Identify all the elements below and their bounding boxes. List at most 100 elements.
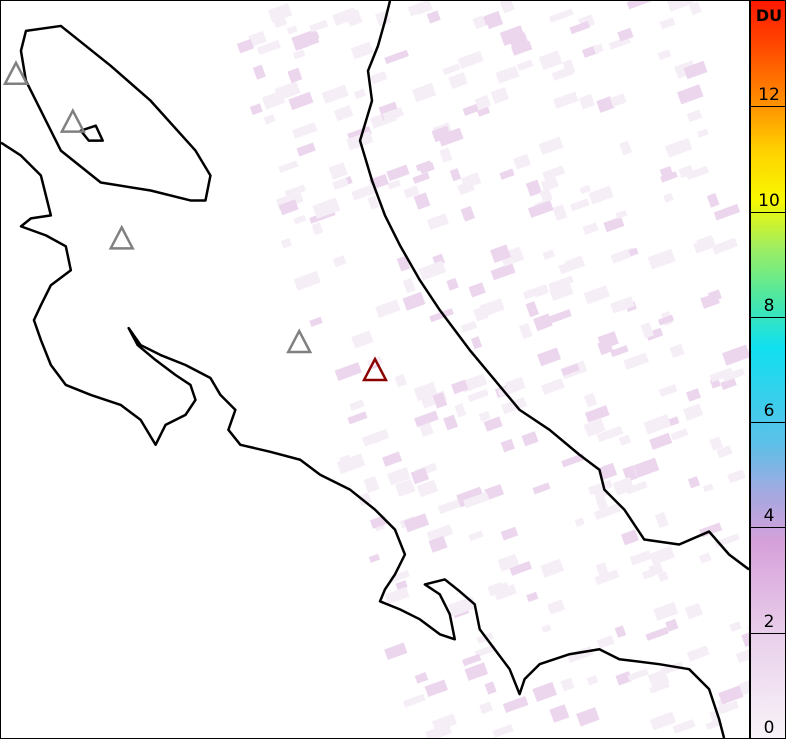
so2-pixel xyxy=(564,255,585,270)
so2-pixel xyxy=(562,59,576,75)
so2-pixel xyxy=(626,1,651,10)
so2-pixel xyxy=(389,570,410,583)
so2-pixel xyxy=(586,675,599,686)
so2-pixel xyxy=(612,476,635,496)
so2-pixel xyxy=(569,198,590,212)
so2-pixel xyxy=(414,1,433,16)
colorbar-unit: DU xyxy=(755,6,783,25)
so2-pixel xyxy=(386,466,411,486)
so2-pixel xyxy=(499,25,526,46)
so2-pixel xyxy=(657,49,672,61)
so2-pixel xyxy=(332,255,347,268)
so2-pixel xyxy=(384,49,409,65)
so2-pixel xyxy=(347,411,368,425)
so2-pixel xyxy=(292,122,318,139)
so2-pixel xyxy=(456,486,485,508)
so2-pixel xyxy=(419,162,435,174)
so2-pixel xyxy=(741,630,749,648)
so2-pixel xyxy=(729,621,742,632)
so2-pixel xyxy=(448,72,468,90)
so2-pixel xyxy=(460,172,482,190)
so2-pixel xyxy=(402,277,416,294)
so2-pixel xyxy=(676,84,704,105)
so2-pixel xyxy=(424,679,448,698)
so2-pixel xyxy=(687,476,701,489)
so2-pixel xyxy=(569,21,591,35)
so2-pixel xyxy=(463,491,490,509)
so2-pixel xyxy=(583,285,611,305)
colorbar-tick-label: 10 xyxy=(758,190,780,211)
so2-pixel xyxy=(518,322,533,340)
so2-pixel xyxy=(532,284,549,298)
so2-pixel xyxy=(526,591,539,603)
so2-pixel xyxy=(402,291,426,311)
so2-pixel xyxy=(353,88,366,100)
so2-pixel xyxy=(685,388,702,402)
so2-pixel xyxy=(472,15,487,30)
so2-pixel xyxy=(542,249,556,260)
so2-pixel xyxy=(618,434,632,446)
so2-pixel xyxy=(615,671,633,686)
so2-pixel xyxy=(483,416,503,432)
so2-pixel xyxy=(617,27,634,42)
so2-pixel xyxy=(292,49,306,60)
colorbar-tick xyxy=(751,316,786,318)
so2-pixel xyxy=(478,410,491,422)
map-panel xyxy=(0,0,750,739)
so2-pixel xyxy=(711,237,739,255)
so2-pixel xyxy=(735,648,749,664)
so2-pixel xyxy=(516,59,534,72)
so2-pixel xyxy=(561,453,586,468)
so2-pixel xyxy=(386,164,410,182)
so2-pixel xyxy=(278,160,299,173)
so2-pixel xyxy=(416,479,439,498)
so2-pixel xyxy=(492,724,514,738)
so2-pixel xyxy=(653,601,679,621)
so2-pixel xyxy=(490,87,510,105)
so2-pixel xyxy=(592,43,604,54)
volcano-marker xyxy=(286,328,313,354)
so2-pixel xyxy=(429,308,454,323)
so2-pixel xyxy=(579,184,591,195)
so2-pixel xyxy=(414,410,439,428)
so2-pixel xyxy=(426,524,454,543)
so2-pixel xyxy=(443,414,459,431)
so2-pixel xyxy=(645,626,669,641)
so2-pixel xyxy=(629,550,652,566)
so2-pixel xyxy=(649,432,673,450)
so2-pixel xyxy=(598,462,618,480)
colorbar-tick xyxy=(751,106,786,108)
so2-pixel xyxy=(541,624,552,634)
so2-pixel xyxy=(263,114,276,125)
colorbar-tick-label: 12 xyxy=(758,85,780,106)
so2-pixel xyxy=(666,1,694,12)
so2-pixel xyxy=(610,345,629,358)
so2-pixel xyxy=(312,197,341,219)
so2-pixel xyxy=(252,64,266,80)
so2-pixel xyxy=(499,168,515,180)
so2-pixel xyxy=(414,672,429,684)
so2-pixel xyxy=(278,199,299,216)
so2-pixel xyxy=(345,9,363,27)
so2-pixel xyxy=(437,127,464,147)
so2-pixel xyxy=(474,644,497,658)
so2-pixel xyxy=(578,93,596,110)
so2-pixel xyxy=(502,696,529,713)
so2-pixel xyxy=(688,1,702,16)
so2-pixel xyxy=(449,168,462,182)
so2-pixel xyxy=(738,676,749,696)
so2-pixel xyxy=(413,192,431,210)
so2-pixel xyxy=(649,711,676,731)
so2-pixel xyxy=(625,480,648,495)
so2-pixel xyxy=(361,429,390,447)
so2-pixel xyxy=(410,467,430,485)
so2-pixel xyxy=(484,10,504,30)
so2-pixel xyxy=(597,339,614,356)
so2-pixel xyxy=(382,106,405,123)
so2-pixel xyxy=(525,179,542,197)
so2-pixel xyxy=(645,327,664,341)
so2-pixel xyxy=(596,635,615,649)
so2-pixel xyxy=(527,200,554,218)
so2-pixel xyxy=(332,177,349,191)
